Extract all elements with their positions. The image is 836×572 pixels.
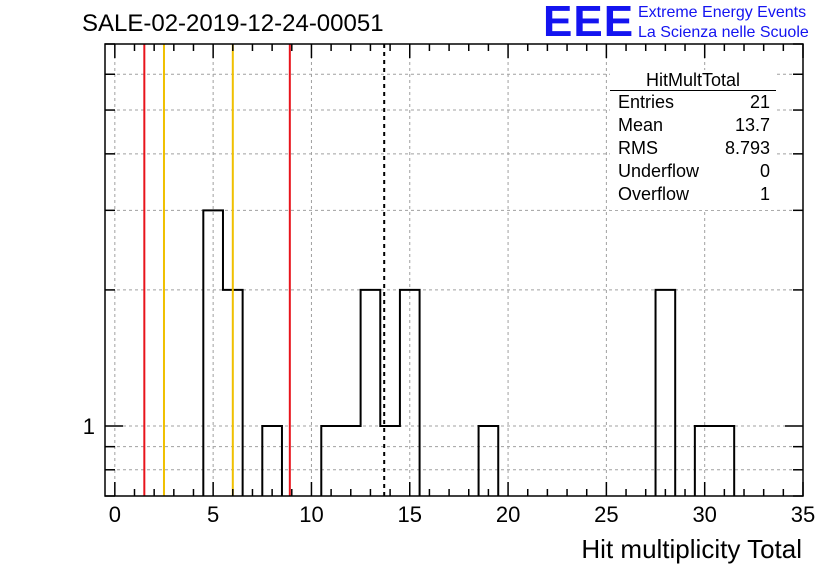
histogram-bin xyxy=(656,290,676,496)
histogram-bin xyxy=(715,426,735,496)
run-title: SALE-02-2019-12-24-00051 xyxy=(82,10,384,37)
stats-row-overflow: Overflow 1 xyxy=(618,184,770,207)
histogram-bin xyxy=(262,426,282,496)
stats-row-entries: Entries 21 xyxy=(618,92,770,115)
stats-label: Overflow xyxy=(618,184,690,204)
stats-title: HitMultTotal xyxy=(645,70,741,90)
stats-value: 8.793 xyxy=(724,138,770,158)
x-tick-label: 20 xyxy=(496,502,520,527)
x-tick-label: 10 xyxy=(299,502,323,527)
stats-row-underflow: Underflow 0 xyxy=(618,161,770,184)
histogram-bin xyxy=(479,426,499,496)
y-tick-label: 1 xyxy=(83,414,95,439)
eee-logo-mark: EEE xyxy=(543,0,635,46)
histogram-bin xyxy=(341,426,361,496)
stats-value: 1 xyxy=(759,184,770,204)
histogram-outline xyxy=(202,209,736,496)
histogram-bin xyxy=(321,426,341,496)
stats-value: 13.7 xyxy=(734,115,770,135)
eee-logo: EEE Extreme Energy Events La Scienza nel… xyxy=(543,0,833,46)
histogram-bin xyxy=(400,290,420,496)
x-tick-label: 35 xyxy=(791,502,815,527)
logo-tagline-1: Extreme Energy Events xyxy=(638,4,807,21)
stats-value: 0 xyxy=(759,161,770,181)
x-tick-label: 30 xyxy=(692,502,716,527)
x-tick-label: 15 xyxy=(398,502,422,527)
histogram-bin xyxy=(203,210,223,496)
x-axis-title: Hit multiplicity Total xyxy=(581,534,802,564)
stats-box: HitMultTotal Entries 21 Mean 13.7 RMS 8.… xyxy=(610,70,776,210)
logo-tagline-2: La Scienza nelle Scuole xyxy=(638,24,809,41)
stats-row-mean: Mean 13.7 xyxy=(618,115,770,138)
stats-label: Entries xyxy=(618,92,675,112)
stats-row-rms: RMS 8.793 xyxy=(618,138,770,161)
x-tick-label: 5 xyxy=(207,502,219,527)
histogram-bin xyxy=(361,290,381,496)
stats-label: RMS xyxy=(618,138,658,158)
stats-separator xyxy=(610,90,776,91)
stats-label: Mean xyxy=(618,115,664,135)
plot-frame xyxy=(104,43,804,497)
stats-label: Underflow xyxy=(618,161,700,181)
stats-value: 21 xyxy=(749,92,770,112)
x-tick-label: 25 xyxy=(594,502,618,527)
x-tick-label: 0 xyxy=(109,502,121,527)
